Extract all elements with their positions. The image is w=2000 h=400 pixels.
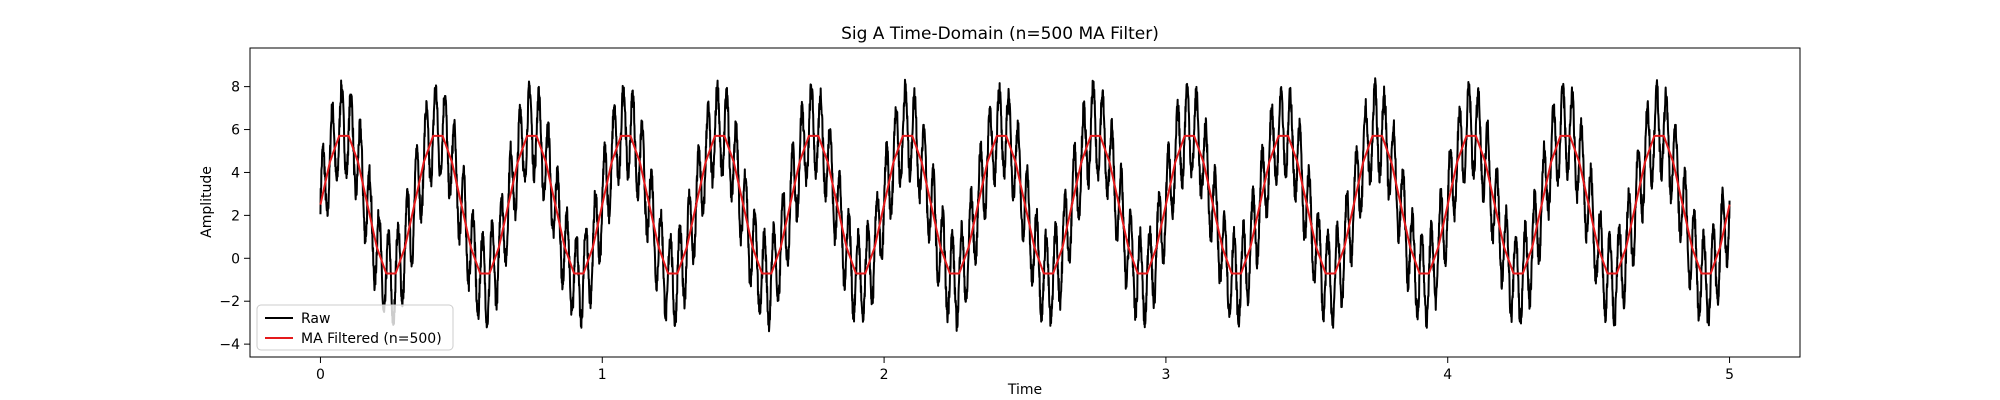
x-tick-label: 3	[1161, 367, 1170, 383]
x-tick-label: 2	[880, 367, 889, 383]
x-tick-label: 4	[1443, 367, 1452, 383]
legend-entry-label: Raw	[301, 311, 330, 327]
x-tick-label: 1	[598, 367, 607, 383]
legend-box	[256, 304, 454, 351]
y-tick-label: 0	[231, 251, 240, 267]
legend: Raw MA Filtered (n=500)	[256, 304, 454, 351]
chart-title: Sig A Time-Domain (n=500 MA Filter)	[841, 24, 1159, 44]
y-tick-label: −4	[219, 337, 240, 353]
x-tick-label: 5	[1725, 367, 1734, 383]
x-axis-label: Time	[1007, 382, 1042, 398]
y-tick-label: −2	[219, 294, 240, 310]
y-tick-label: 4	[231, 165, 240, 181]
y-tick-label: 2	[231, 208, 240, 224]
legend-entry-label: MA Filtered (n=500)	[301, 331, 442, 347]
y-tick-label: 8	[231, 80, 240, 96]
x-tick-label: 0	[316, 367, 325, 383]
y-axis-label: Amplitude	[199, 166, 215, 238]
y-tick-label: 6	[231, 123, 240, 139]
plot-frame	[249, 47, 1801, 358]
series-ma-filtered-line	[319, 134, 1731, 275]
